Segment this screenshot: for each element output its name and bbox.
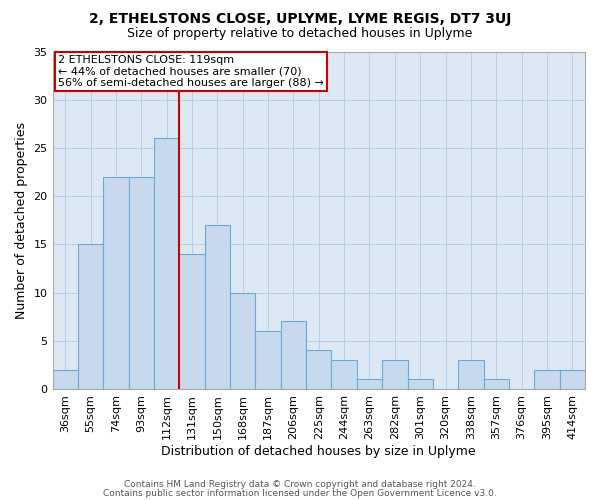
Bar	[179, 254, 205, 389]
Bar	[103, 177, 128, 389]
Text: Contains HM Land Registry data © Crown copyright and database right 2024.: Contains HM Land Registry data © Crown c…	[124, 480, 476, 489]
Bar	[230, 292, 256, 389]
Bar	[78, 244, 103, 389]
Bar	[534, 370, 560, 389]
Bar	[357, 380, 382, 389]
Bar	[407, 380, 433, 389]
Bar	[560, 370, 585, 389]
Bar	[382, 360, 407, 389]
Bar	[53, 370, 78, 389]
Bar	[205, 225, 230, 389]
Bar	[306, 350, 331, 389]
Bar	[331, 360, 357, 389]
Bar	[281, 322, 306, 389]
Text: 2, ETHELSTONS CLOSE, UPLYME, LYME REGIS, DT7 3UJ: 2, ETHELSTONS CLOSE, UPLYME, LYME REGIS,…	[89, 12, 511, 26]
Y-axis label: Number of detached properties: Number of detached properties	[15, 122, 28, 318]
Bar	[154, 138, 179, 389]
Text: 2 ETHELSTONS CLOSE: 119sqm
← 44% of detached houses are smaller (70)
56% of semi: 2 ETHELSTONS CLOSE: 119sqm ← 44% of deta…	[58, 55, 324, 88]
Bar	[256, 331, 281, 389]
Text: Contains public sector information licensed under the Open Government Licence v3: Contains public sector information licen…	[103, 490, 497, 498]
Bar	[458, 360, 484, 389]
Bar	[128, 177, 154, 389]
X-axis label: Distribution of detached houses by size in Uplyme: Distribution of detached houses by size …	[161, 444, 476, 458]
Text: Size of property relative to detached houses in Uplyme: Size of property relative to detached ho…	[127, 28, 473, 40]
Bar	[484, 380, 509, 389]
